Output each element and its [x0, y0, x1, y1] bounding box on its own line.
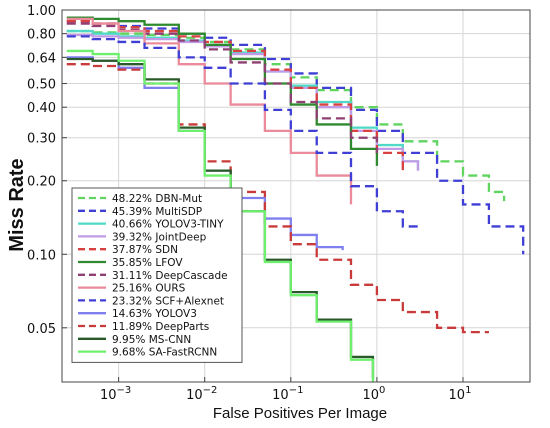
legend-entry: 9.68% SA-FastRCNN [112, 347, 217, 359]
series-line [66, 49, 375, 382]
x-axis-ticks: 10−3 10−2 10−1 100 101 [100, 377, 471, 403]
legend-entry: 31.11% DeepCascade [112, 270, 228, 282]
legend-entry: 39.32% JointDeep [112, 231, 207, 243]
y-tick-label: 1.00 [27, 4, 56, 19]
y-axis-ticks: 1.00 0.80 0.64 0.50 0.40 0.30 0.20 0.10 0.05 [27, 4, 67, 337]
legend-entry: 25.16% OURS [112, 283, 186, 295]
legend-entry: 48.22% DBN-Mut [112, 193, 202, 205]
y-tick-label: 0.10 [27, 248, 56, 263]
y-tick-label: 0.30 [27, 132, 56, 147]
y-axis-title: Miss Rate [6, 158, 28, 251]
y-tick-label: 0.20 [27, 175, 56, 190]
series-line [66, 20, 525, 255]
x-tick-label: 10−2 [186, 385, 217, 403]
y-tick-label: 0.80 [27, 28, 56, 43]
legend-entry: 40.66% YOLOV3-TINY [112, 219, 224, 231]
series-line [66, 17, 353, 205]
x-tick-label: 100 [362, 385, 385, 403]
legend-entry: 35.85% LFOV [112, 257, 183, 269]
legend-entry: 11.89% DeepParts [112, 321, 209, 333]
legend-entry: 9.95% MS-CNN [112, 334, 191, 346]
y-tick-label: 0.64 [27, 51, 56, 66]
series-line [66, 16, 379, 166]
y-tick-label: 0.50 [27, 78, 56, 93]
y-tick-label: 0.40 [27, 101, 56, 116]
x-tick-label: 101 [449, 385, 472, 403]
series-line [66, 29, 506, 202]
x-tick-label: 10−1 [272, 385, 303, 403]
legend-entry: 45.39% MultiSDP [112, 206, 202, 218]
series-line [66, 35, 420, 231]
legend-entry: 37.87% SDN [112, 244, 178, 256]
curves [66, 16, 525, 382]
x-tick-label: 10−3 [100, 385, 131, 403]
legend-entry: 14.63% YOLOV3 [112, 308, 197, 320]
legend-entry: 23.32% SCF+Alexnet [112, 295, 224, 307]
y-tick-label: 0.05 [27, 322, 56, 337]
plot-frame [61, 9, 531, 383]
series-line [66, 57, 375, 379]
x-axis-title: False Positives Per Image [213, 405, 387, 422]
series-line [66, 63, 489, 334]
